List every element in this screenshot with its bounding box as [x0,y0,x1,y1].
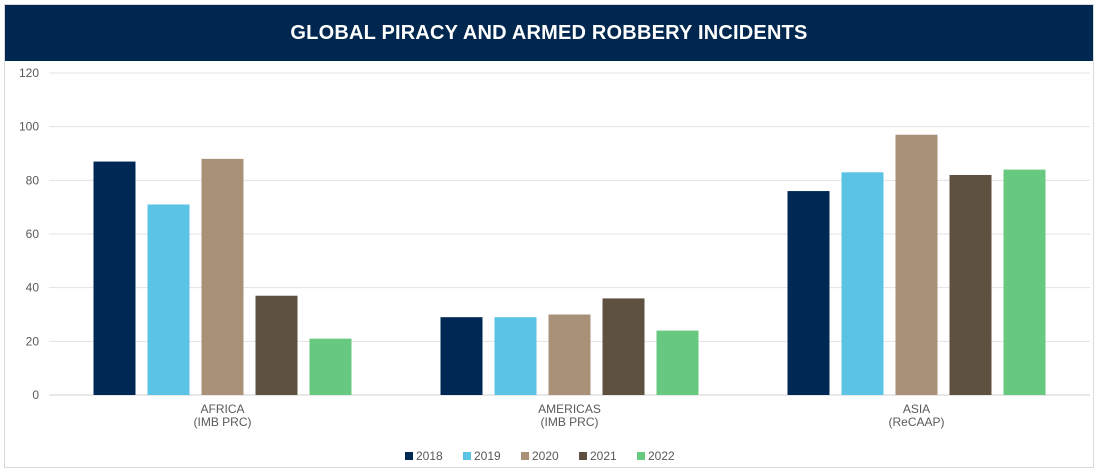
x-tick-label: ASIA [903,402,930,416]
x-tick-label: (IMB PRC) [541,415,599,429]
y-tick-label: 120 [19,66,39,80]
bar-2019 [841,172,884,395]
bar-2021 [602,298,645,395]
bar-2019 [494,317,537,395]
bar-2021 [255,295,298,395]
bar-2018 [440,317,483,395]
x-tick-label: (IMB PRC) [194,415,252,429]
y-tick-label: 40 [26,281,40,295]
legend-swatch-2022 [637,452,645,460]
bar-2018 [93,161,136,395]
legend-label: 2020 [532,449,559,463]
bar-2021 [949,174,992,395]
x-tick-label: AFRICA [200,402,244,416]
bar-2022 [656,330,699,395]
legend-swatch-2018 [405,452,413,460]
y-tick-label: 0 [32,388,39,402]
bar-2022 [309,338,352,395]
legend-label: 2021 [590,449,617,463]
y-tick-label: 20 [26,334,40,348]
legend-label: 2018 [416,449,443,463]
x-tick-label: (ReCAAP) [888,415,944,429]
bar-2019 [147,204,190,395]
y-tick-label: 60 [26,227,40,241]
legend-label: 2019 [474,449,501,463]
bar-2022 [1003,169,1046,395]
chart-frame: GLOBAL PIRACY AND ARMED ROBBERY INCIDENT… [4,4,1094,468]
bar-2020 [895,134,938,395]
legend-swatch-2019 [463,452,471,460]
chart-title: GLOBAL PIRACY AND ARMED ROBBERY INCIDENT… [5,5,1093,61]
bar-2018 [787,191,830,395]
bar-2020 [201,158,244,395]
y-tick-label: 100 [19,120,39,134]
bar-2020 [548,314,591,395]
legend-swatch-2021 [579,452,587,460]
y-tick-label: 80 [26,173,40,187]
x-tick-label: AMERICAS [538,402,601,416]
legend-label: 2022 [648,449,675,463]
legend-swatch-2020 [521,452,529,460]
